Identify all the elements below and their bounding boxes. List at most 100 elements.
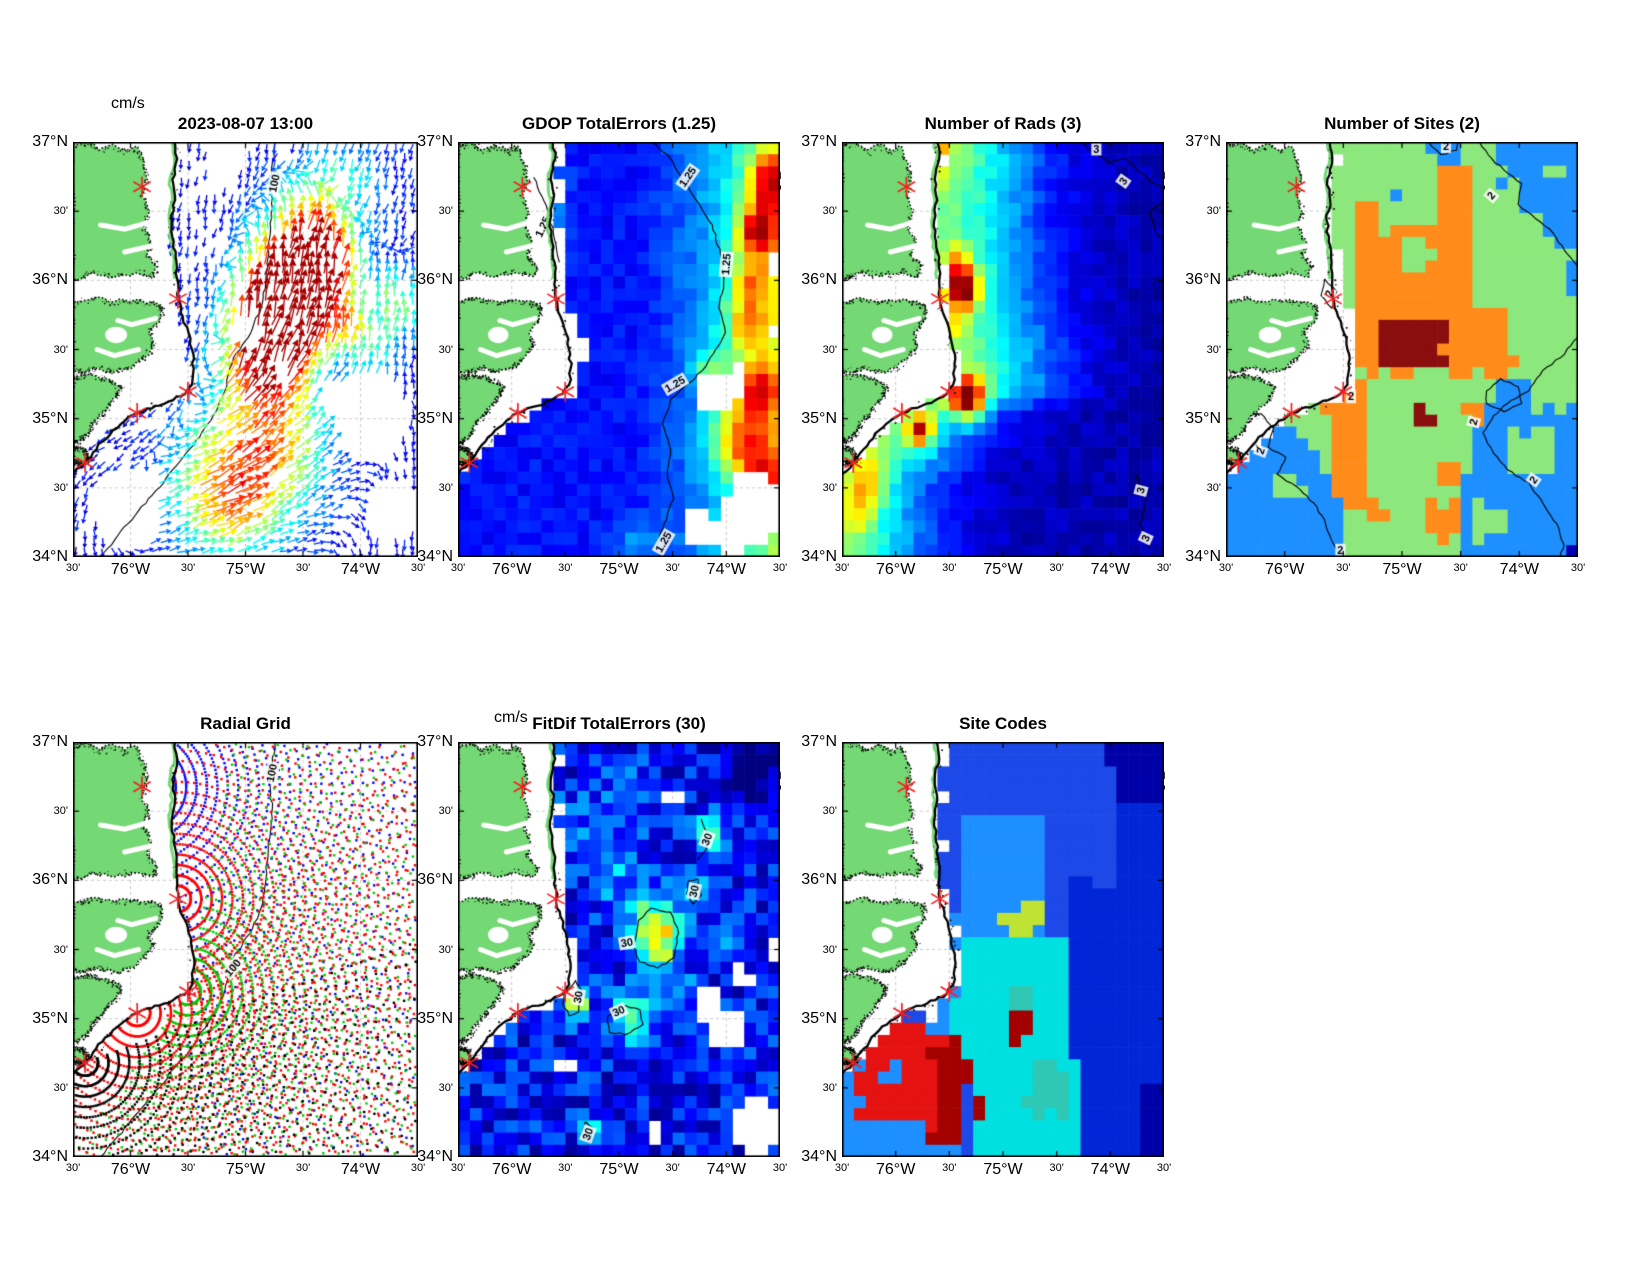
y-axis-label: 30' [822, 1081, 837, 1094]
y-axis-label: 30' [438, 805, 453, 818]
y-axis-label: 36°N [32, 271, 68, 289]
unit-label-surface-currents: cm/s [111, 95, 145, 112]
x-axis-label: 30' [665, 1162, 680, 1174]
x-axis-label: 30' [410, 562, 426, 574]
y-axis-label: 35°N [32, 1009, 68, 1027]
y-axis-label: 35°N [1185, 409, 1221, 427]
y-axis-label: 30' [53, 343, 68, 356]
x-axis-label: 30' [834, 1162, 850, 1174]
y-axis-label: 37°N [417, 133, 453, 150]
x-axis-label: 76°W [492, 561, 532, 578]
x-axis-label: 30' [1218, 562, 1234, 574]
y-axis-label: 36°N [417, 271, 453, 289]
map-canvas-number-of-rads [842, 142, 1164, 557]
x-axis-label: 74°W [706, 561, 746, 578]
x-axis-label: 75°W [225, 1161, 266, 1178]
y-axis-label: 35°N [801, 1009, 837, 1027]
x-axis-label: 30' [558, 1162, 573, 1174]
y-axis-label: 30' [822, 343, 837, 356]
y-axis-label: 34°N [32, 548, 68, 565]
y-axis-label: 30' [53, 481, 68, 494]
panel-title-fitdif-total-errors: FitDif TotalErrors (30) [532, 714, 706, 733]
map-canvas-radial-grid [73, 742, 418, 1157]
y-axis-label: 30' [53, 805, 68, 818]
panel-title-gdop-total-errors: GDOP TotalErrors (1.25) [522, 114, 716, 133]
y-axis-label: 35°N [32, 409, 68, 427]
x-axis-label: 76°W [1265, 561, 1305, 578]
x-axis-label: 30' [665, 562, 680, 574]
y-axis-label: 34°N [801, 1148, 837, 1165]
x-axis-label: 30' [834, 562, 850, 574]
y-axis-label: 30' [1206, 205, 1221, 218]
y-axis-label: 30' [438, 481, 453, 494]
panel-title-radial-grid: Radial Grid [200, 714, 291, 733]
y-axis-label: 30' [822, 805, 837, 818]
y-axis-label: 30' [438, 1081, 453, 1094]
y-axis-label: 36°N [32, 871, 68, 889]
map-canvas-number-of-sites [1226, 142, 1578, 557]
panel-title-surface-currents: 2023-08-07 13:00 [177, 114, 314, 133]
y-axis-label: 30' [1206, 343, 1221, 356]
y-axis-label: 34°N [32, 1148, 68, 1165]
y-axis-label: 30' [53, 205, 68, 218]
x-axis-label: 75°W [983, 1161, 1023, 1178]
y-axis-label: 36°N [417, 871, 453, 889]
panel-title-number-of-sites: Number of Sites (2) [1324, 114, 1480, 133]
y-axis-label: 34°N [801, 548, 837, 565]
y-axis-label: 30' [438, 205, 453, 218]
x-axis-label: 30' [942, 562, 957, 574]
y-axis-label: 34°N [1185, 548, 1221, 565]
x-axis-label: 30' [410, 1162, 426, 1174]
y-axis-label: 37°N [801, 733, 837, 750]
map-canvas-fitdif-total-errors [458, 742, 780, 1157]
x-axis-label: 74°W [340, 561, 381, 578]
y-axis-label: 30' [822, 481, 837, 494]
x-axis-label: 30' [942, 1162, 957, 1174]
y-axis-label: 36°N [801, 871, 837, 889]
x-axis-label: 30' [180, 1162, 196, 1174]
x-axis-label: 30' [558, 562, 573, 574]
y-axis-label: 36°N [1185, 271, 1221, 289]
x-axis-label: 76°W [110, 1161, 151, 1178]
x-axis-label: 74°W [340, 1161, 381, 1178]
x-axis-label: 75°W [983, 561, 1023, 578]
map-canvas-gdop-total-errors [458, 142, 780, 557]
x-axis-label: 75°W [225, 561, 266, 578]
x-axis-label: 30' [295, 1162, 311, 1174]
y-axis-label: 37°N [801, 133, 837, 150]
x-axis-label: 75°W [1382, 561, 1422, 578]
y-axis-label: 37°N [417, 733, 453, 750]
x-axis-label: 30' [65, 562, 81, 574]
x-axis-label: 30' [1336, 562, 1351, 574]
x-axis-label: 30' [772, 1162, 788, 1174]
map-canvas-surface-currents [73, 142, 418, 557]
map-canvas-site-codes [842, 742, 1164, 1157]
y-axis-label: 35°N [801, 409, 837, 427]
y-axis-label: 30' [53, 943, 68, 956]
panel-title-site-codes: Site Codes [959, 714, 1047, 733]
x-axis-label: 30' [1156, 1162, 1172, 1174]
x-axis-label: 30' [180, 562, 196, 574]
y-axis-label: 30' [822, 943, 837, 956]
panel-title-number-of-rads: Number of Rads (3) [924, 114, 1082, 133]
x-axis-label: 74°W [1090, 1161, 1130, 1178]
unit-label-fitdif-total-errors: cm/s [494, 709, 528, 726]
x-axis-label: 74°W [1499, 561, 1539, 578]
x-axis-label: 30' [1049, 562, 1064, 574]
y-axis-label: 37°N [1185, 133, 1221, 150]
y-axis-label: 30' [438, 943, 453, 956]
x-axis-label: 30' [772, 562, 788, 574]
x-axis-label: 30' [1049, 1162, 1064, 1174]
y-axis-label: 35°N [417, 409, 453, 427]
x-axis-label: 75°W [599, 1161, 639, 1178]
x-axis-label: 30' [450, 1162, 466, 1174]
x-axis-label: 30' [450, 562, 466, 574]
x-axis-label: 74°W [706, 1161, 746, 1178]
y-axis-label: 30' [1206, 481, 1221, 494]
y-axis-label: 34°N [417, 548, 453, 565]
x-axis-label: 30' [1156, 562, 1172, 574]
x-axis-label: 76°W [876, 561, 916, 578]
y-axis-label: 35°N [417, 1009, 453, 1027]
x-axis-label: 76°W [110, 561, 151, 578]
